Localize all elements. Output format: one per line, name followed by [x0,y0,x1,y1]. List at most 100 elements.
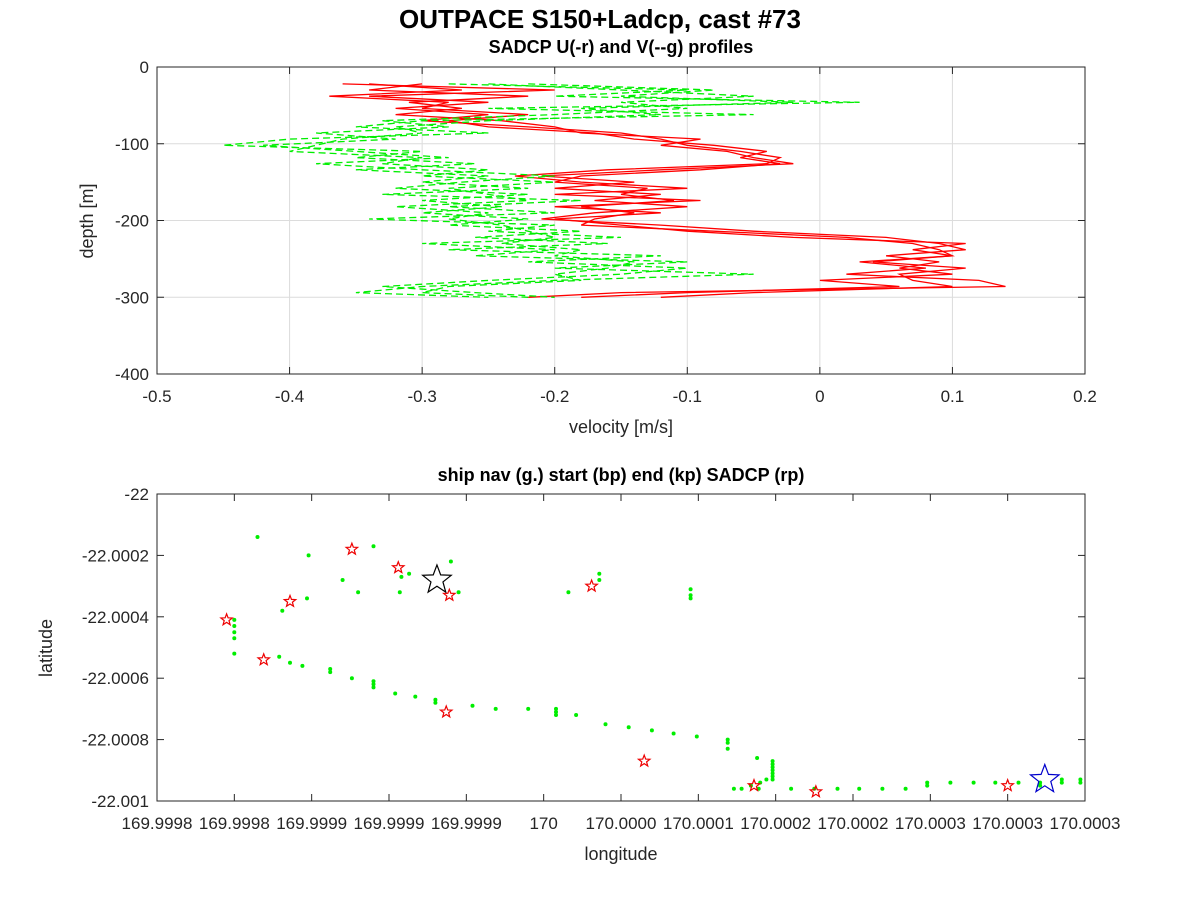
nav-point [397,590,402,595]
v-profile-line [223,83,860,298]
bottom-x-tick-label: 170.0003 [972,814,1043,833]
nav-point [789,786,794,791]
bottom-x-tick-label: 170.0000 [586,814,657,833]
figure-title: OUTPACE S150+Ladcp, cast #73 [399,4,801,34]
bottom-y-tick-label: -22.0002 [82,546,149,565]
top-x-tick-label: -0.2 [540,387,569,406]
nav-point [1038,783,1043,788]
nav-point [993,780,998,785]
nav-point [694,734,699,739]
sadcp-star-marker [1000,777,1015,792]
nav-point [925,783,930,788]
v-profile-line [263,83,754,298]
nav-point [393,691,398,696]
bottom-x-tick-label: 169.9998 [122,814,193,833]
sadcp-star-marker [636,753,652,768]
nav-point [903,786,908,791]
sadcp-star-marker [808,784,824,799]
nav-point [328,667,333,671]
top-y-tick-label: -200 [115,212,149,231]
bottom-x-tick-label: 169.9999 [431,814,502,833]
sadcp-star-marker [256,652,272,667]
nav-point [770,765,775,770]
start-star-marker [421,563,453,594]
nav-point [1078,777,1083,782]
nav-point [574,713,579,717]
sadcp-star-marker [219,612,234,627]
nav-point [456,590,461,595]
nav-point [300,663,305,668]
nav-point [671,731,676,736]
bottom-y-tick-label: -22.0008 [82,731,149,750]
ship-nav-chart: ship nav (g.) start (bp) end (kp) SADCP … [36,465,1120,864]
nav-point [433,700,438,705]
nav-point [554,713,558,717]
nav-point [770,762,775,767]
nav-point [356,590,361,595]
nav-point [277,654,282,659]
nav-point [725,737,730,742]
nav-point [305,596,309,601]
bottom-x-tick-label: 170.0001 [663,814,734,833]
top-y-tick-label: -300 [115,288,149,307]
nav-point [493,706,498,711]
top-chart-xlabel: velocity [m/s] [569,417,673,437]
nav-point [1059,780,1064,785]
nav-point [232,651,237,656]
top-chart-series [223,83,1006,298]
top-y-tick-label: -100 [115,135,149,154]
u-profile-line [329,83,966,298]
bottom-chart-title: ship nav (g.) start (bp) end (kp) SADCP … [438,465,805,485]
nav-point [280,608,285,613]
end-star-marker [1028,762,1061,794]
nav-point [770,771,775,776]
nav-point [971,780,976,785]
bottom-x-tick-label: 170.0002 [740,814,811,833]
bottom-x-tick-label: 169.9999 [276,814,347,833]
bottom-x-tick-label: 169.9999 [354,814,425,833]
nav-point [288,660,292,665]
nav-point [755,756,760,760]
sadcp-star-marker [441,587,457,602]
nav-point [413,694,418,699]
nav-point [925,780,930,785]
sadcp-star-marker [344,541,360,556]
nav-point [371,685,376,690]
top-y-tick-label: 0 [140,58,149,77]
bottom-x-tick-label: 169.9998 [199,814,270,833]
nav-point [371,544,376,549]
sadcp-star-marker [438,704,454,719]
top-x-tick-label: -0.1 [673,387,702,406]
nav-point [688,593,693,598]
nav-point [835,786,840,791]
nav-point [857,786,862,791]
nav-point [407,571,412,576]
nav-point [603,722,608,727]
nav-point [232,617,237,622]
nav-point [1016,780,1021,785]
nav-point [770,759,775,764]
top-chart-ticks: -0.5 -0.4 -0.3 -0.2 -0.1 0 0.1 0.2 0 -100 -200 -300… [115,58,1097,406]
bottom-x-tick-label: 170.0002 [818,814,889,833]
nav-point [232,630,237,635]
nav-point [597,578,602,582]
sadcp-star-marker [584,578,599,593]
bottom-chart-ylabel: latitude [36,619,56,677]
top-x-tick-label: -0.4 [275,387,304,406]
nav-point [566,590,571,595]
nav-point [232,624,237,628]
bottom-chart-ticks: 169.9998 169.9998 169.9999 169.9999 169.9999… [82,485,1121,833]
top-y-tick-label: -400 [115,365,149,384]
bottom-x-tick-label: 170.0003 [895,814,966,833]
u-profile-line [342,83,1006,298]
top-x-tick-label: 0.2 [1073,387,1097,406]
nav-point [649,728,654,733]
nav-point [448,559,453,564]
top-x-tick-label: -0.3 [407,387,436,406]
nav-point [725,740,730,745]
nav-point [731,786,736,791]
nav-point [597,571,602,576]
nav-point [340,578,345,582]
